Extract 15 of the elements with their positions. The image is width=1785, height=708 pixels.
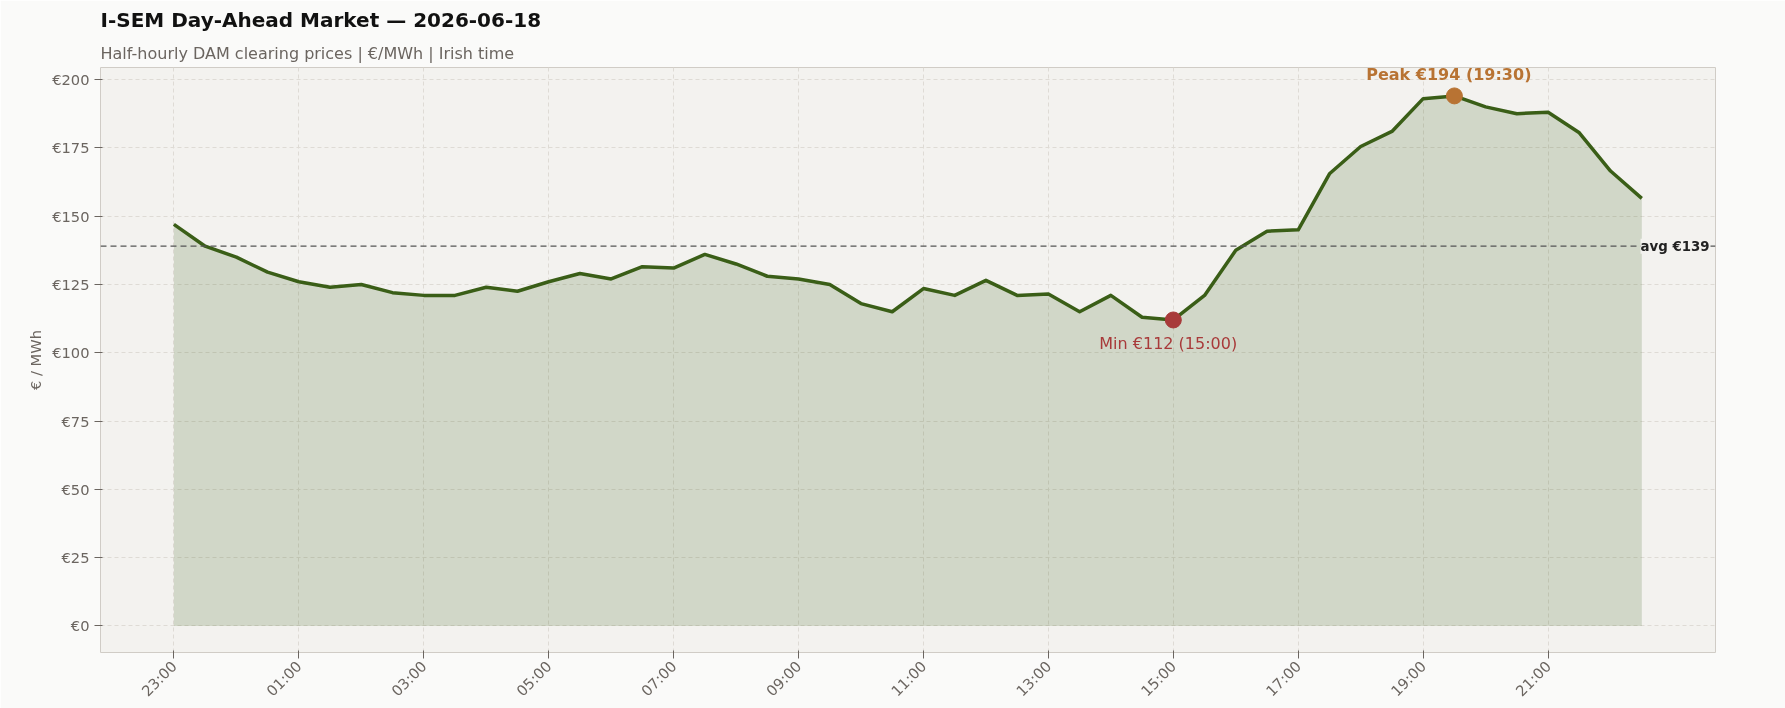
- y-axis-title: € / MWh: [27, 329, 45, 390]
- y-tick-label: €50: [61, 480, 90, 498]
- chart-title: I-SEM Day-Ahead Market — 2026-06-18: [100, 7, 542, 32]
- annotation: Peak €194 (19:30): [1366, 64, 1532, 84]
- y-tick-label: €150: [52, 207, 90, 225]
- y-tick-label: €75: [61, 412, 90, 430]
- y-tick-label: €200: [52, 71, 90, 89]
- y-tick-label: €125: [52, 275, 90, 293]
- ref-line-label: avg €139: [1640, 238, 1710, 254]
- chart-subtitle: Half-hourly DAM clearing prices | €/MWh | Irish time: [100, 43, 515, 63]
- y-tick-label: €175: [52, 139, 90, 157]
- y-tick-label: €0: [70, 617, 90, 635]
- y-tick-label: €100: [52, 344, 90, 362]
- y-tick-label: €25: [61, 549, 90, 567]
- annotation: Min €112 (15:00): [1099, 333, 1238, 353]
